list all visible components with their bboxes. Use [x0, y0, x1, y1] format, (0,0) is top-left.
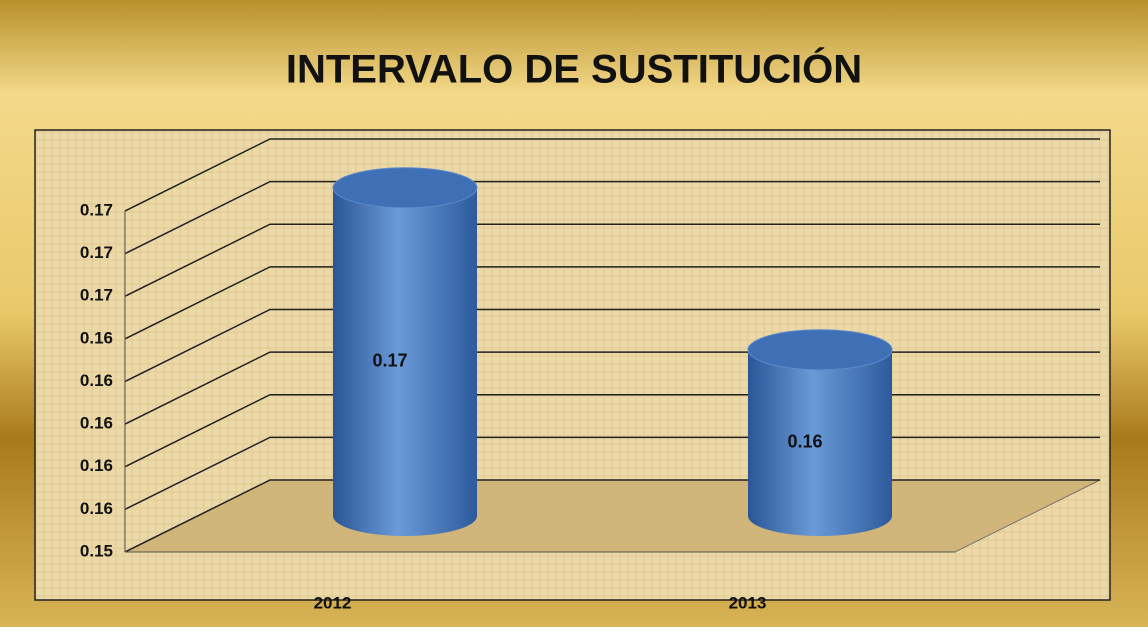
- cylinder: [332, 167, 478, 536]
- cylinder-top: [747, 329, 893, 371]
- grid-line: [124, 138, 1100, 212]
- y-tick-label: 0.16: [80, 414, 113, 433]
- cylinder-top: [332, 167, 478, 209]
- y-tick-label: 0.15: [80, 541, 113, 560]
- chart-title: INTERVALO DE SUSTITUCIÓN: [286, 46, 862, 92]
- grid-line: [124, 223, 1100, 297]
- x-tick-label: 2012: [314, 593, 352, 612]
- data-label: 0.17: [372, 351, 407, 371]
- y-tick-label: 0.16: [80, 456, 113, 475]
- grid-line: [124, 266, 1100, 340]
- y-tick-label: 0.16: [80, 328, 113, 347]
- x-tick-label: 2013: [729, 593, 767, 612]
- y-tick-label: 0.16: [80, 499, 113, 518]
- bar: [748, 349, 892, 516]
- floor: [124, 479, 1101, 553]
- cylinder: [747, 329, 893, 536]
- grid-line: [124, 180, 1100, 255]
- data-label: 0.16: [787, 432, 822, 452]
- y-tick-label: 0.17: [80, 286, 113, 305]
- y-tick-label: 0.17: [80, 243, 113, 262]
- y-tick-label: 0.17: [80, 200, 113, 219]
- bar: [333, 187, 477, 516]
- y-tick-label: 0.16: [80, 371, 113, 390]
- grid-line: [124, 308, 1100, 383]
